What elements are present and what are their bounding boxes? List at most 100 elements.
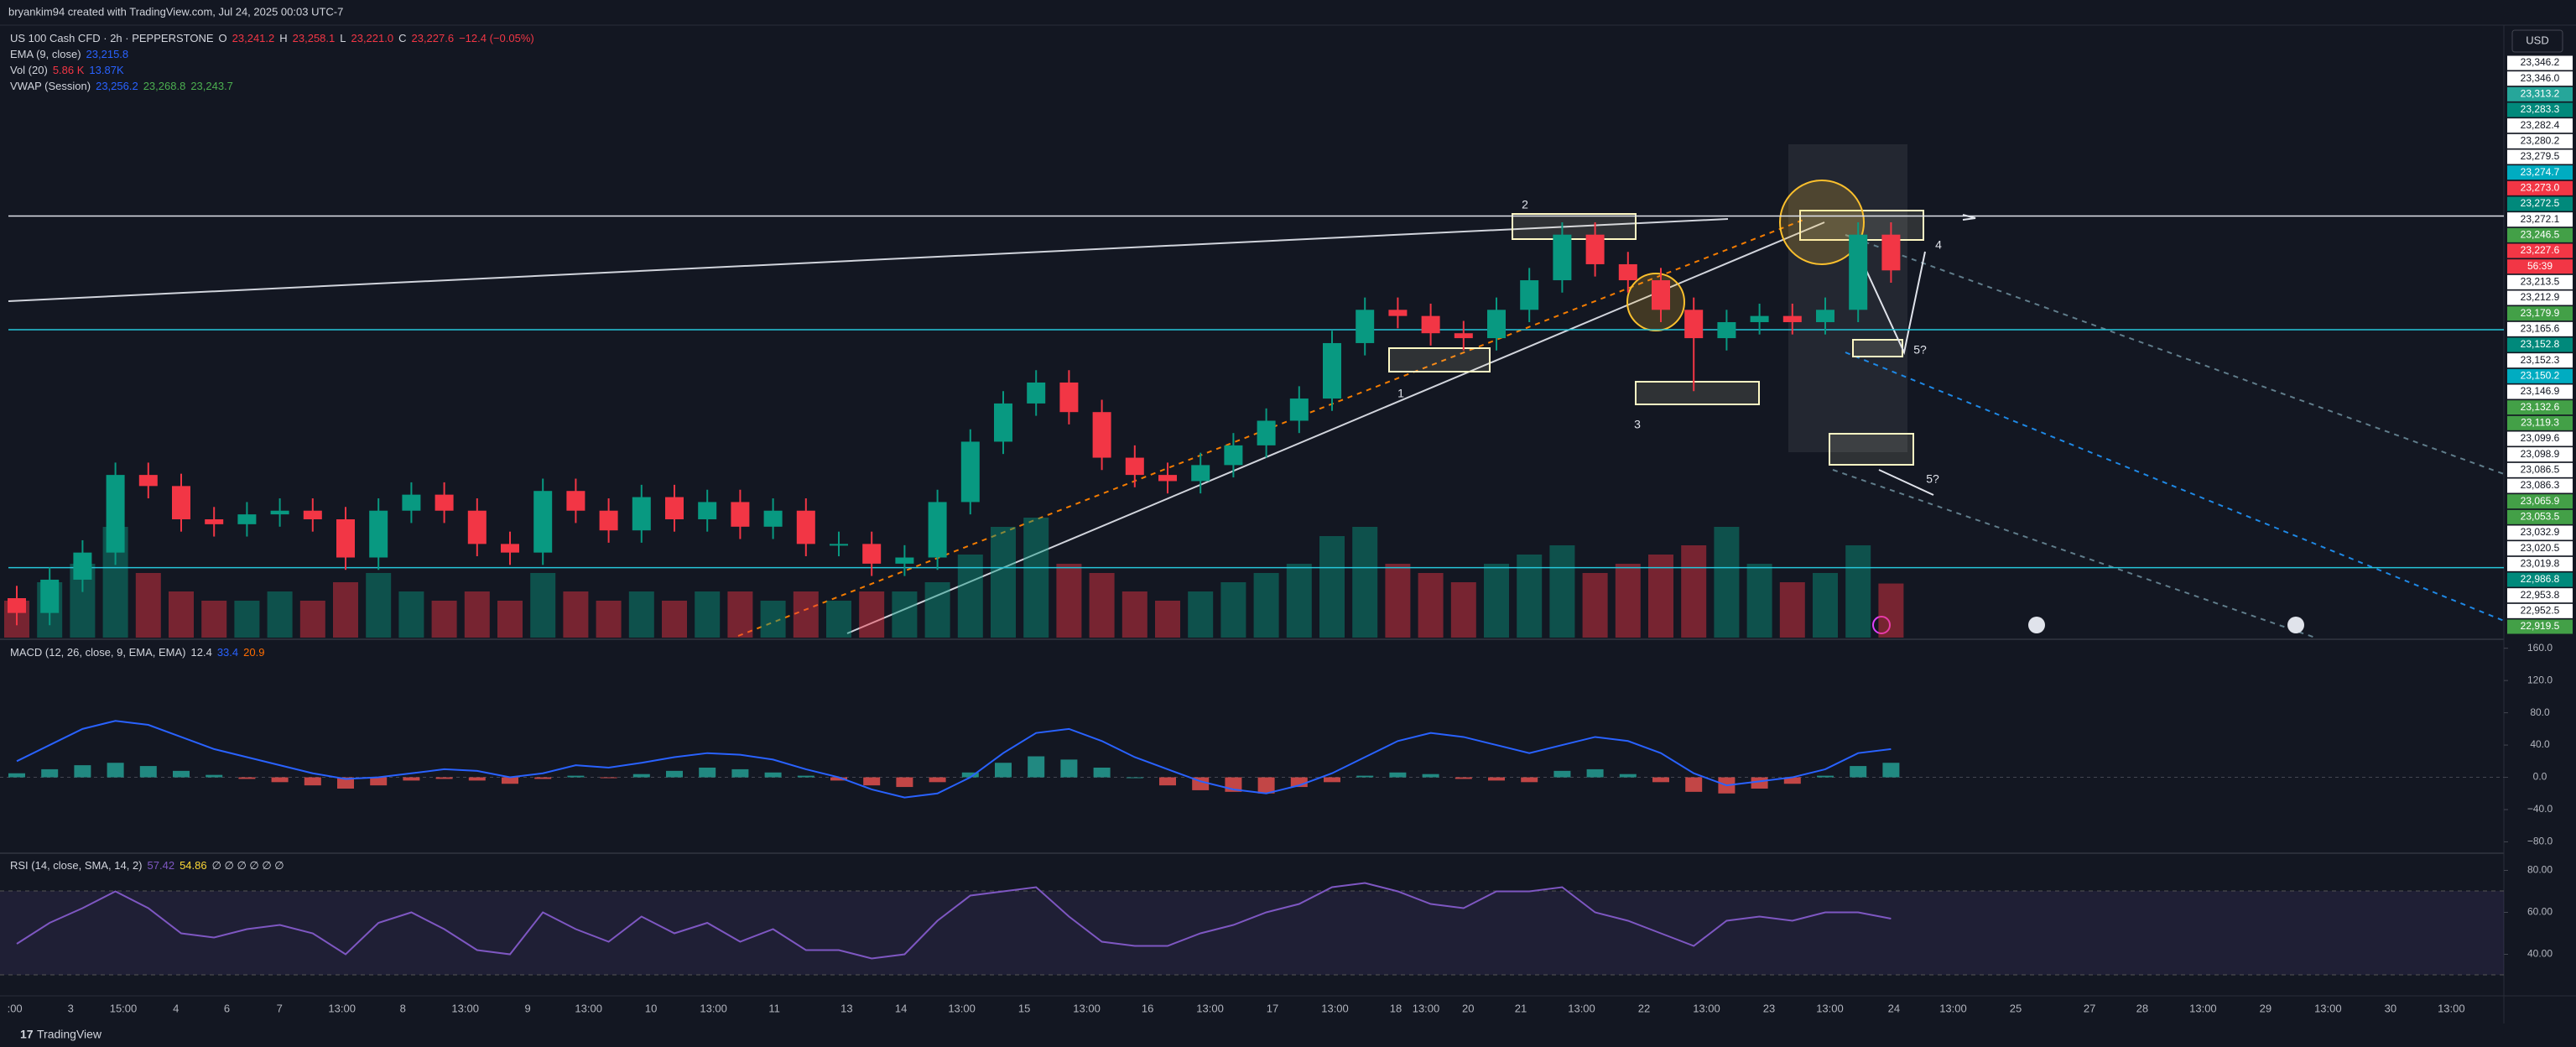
price-label: 23,279.5 [2521, 150, 2560, 162]
legend-item: 54.86 [180, 859, 207, 872]
candle-body [8, 597, 26, 613]
price-label-bg [2507, 274, 2573, 289]
event-icon[interactable] [2287, 617, 2304, 633]
legend-item: C [398, 32, 407, 44]
macd-histogram-bar [238, 777, 256, 779]
time-label: 4 [173, 1002, 179, 1014]
volume-bar [727, 591, 753, 638]
macd-histogram-bar [206, 774, 223, 778]
time-label: :00 [8, 1002, 23, 1014]
price-label-bg [2507, 462, 2573, 477]
volume-bar [1878, 583, 1904, 638]
volume-bar [1779, 582, 1805, 638]
price-label: 23,280.2 [2521, 135, 2560, 147]
price-label: 23,274.7 [2521, 166, 2560, 178]
time-label: 15:00 [110, 1002, 138, 1014]
time-label: 14 [895, 1002, 907, 1014]
time-label: 13:00 [2314, 1002, 2342, 1014]
price-label-bg [2507, 71, 2573, 86]
price-label-bg [2507, 180, 2573, 195]
candle-body [698, 502, 717, 519]
y-tick-label: −40.0 [2527, 803, 2553, 815]
legend-item: 20.9 [243, 646, 265, 659]
candle-body [1356, 310, 1375, 343]
time-label: 3 [68, 1002, 74, 1014]
currency[interactable]: USD [2526, 34, 2548, 46]
candle-body [402, 494, 421, 511]
rsi-line [16, 882, 1892, 960]
volume-bar [1121, 591, 1147, 638]
annotation: 5? [1926, 472, 1939, 486]
price-label: 23,150.2 [2521, 370, 2560, 382]
macd-histogram-bar [929, 777, 946, 783]
macd-line [16, 720, 1892, 799]
y-tick-label: 160.0 [2527, 642, 2553, 654]
event-icon[interactable] [1872, 616, 1891, 634]
annotation: 4 [1935, 238, 1942, 252]
volume-bar [1517, 555, 1543, 638]
time-label: 27 [2084, 1002, 2095, 1014]
macd-histogram-bar [1553, 770, 1571, 778]
range-box [1788, 144, 1907, 452]
candle-body [960, 441, 980, 503]
zone-box [1852, 339, 1903, 357]
volume-bar [1089, 573, 1115, 638]
macd-histogram-bar [502, 777, 518, 784]
price-label: 23,152.3 [2521, 354, 2560, 366]
macd-histogram-bar [304, 777, 321, 786]
price-label-bg [2507, 86, 2573, 102]
candle-body [435, 494, 454, 511]
price-label: 23,346.0 [2521, 72, 2560, 84]
candle-body [862, 544, 882, 564]
volume-bar [1484, 564, 1509, 638]
candle-body [73, 552, 92, 580]
macd-histogram-bar [1455, 777, 1472, 779]
main-legend: US 100 Cash CFD · 2h · PEPPERSTONE O 23,24… [10, 32, 539, 96]
legend-item: ∅ ∅ ∅ ∅ ∅ ∅ [211, 859, 284, 872]
event-icon[interactable] [2028, 617, 2045, 633]
macd-histogram-bar [896, 777, 913, 788]
volume-bar [1582, 573, 1608, 638]
price-label: 23,053.5 [2521, 511, 2560, 523]
volume-bar [333, 582, 358, 638]
time-label: 13:00 [2189, 1002, 2217, 1014]
annotation: 1 [1397, 387, 1404, 400]
price-label: 23,165.6 [2521, 323, 2560, 335]
currency-box[interactable] [2511, 29, 2563, 53]
macd-histogram-bar [435, 777, 453, 779]
price-label-bg [2507, 55, 2573, 70]
y-tick-label: 40.0 [2530, 738, 2550, 750]
macd-histogram-bar [1389, 772, 1407, 778]
price-label-bg [2507, 556, 2573, 571]
time-label: 13:00 [1321, 1002, 1349, 1014]
price-label-bg [2507, 541, 2573, 556]
candle-body [1520, 280, 1539, 310]
candle-body [270, 510, 289, 515]
volume-bar [1319, 536, 1345, 638]
legend-item: 23,268.8 [143, 80, 186, 92]
zone-box [1635, 381, 1760, 405]
highlight-circle [1779, 180, 1865, 265]
macd-histogram-bar [731, 768, 749, 778]
legend-item: 12.4 [190, 646, 212, 659]
path-arrow [1878, 469, 1934, 496]
price-label: 23,212.9 [2521, 291, 2560, 303]
candle-body [1816, 310, 1834, 322]
candle-body [533, 491, 553, 553]
volume-bar [1253, 573, 1279, 638]
legend-item: O [218, 32, 227, 44]
candle-body [830, 544, 848, 546]
time-label: 29 [2260, 1002, 2272, 1014]
candle-body [1027, 382, 1046, 404]
candle-body [1750, 315, 1769, 322]
macd-histogram-bar [1751, 777, 1768, 789]
time-label: 13:00 [575, 1002, 602, 1014]
price-label-bg [2507, 212, 2573, 227]
volume-bar [201, 601, 227, 638]
volume-bar [464, 591, 490, 638]
volume-bar [1615, 564, 1641, 638]
candle-body [1881, 234, 1901, 271]
macd-histogram-bar [1290, 777, 1308, 788]
volume-bar [1714, 527, 1740, 638]
